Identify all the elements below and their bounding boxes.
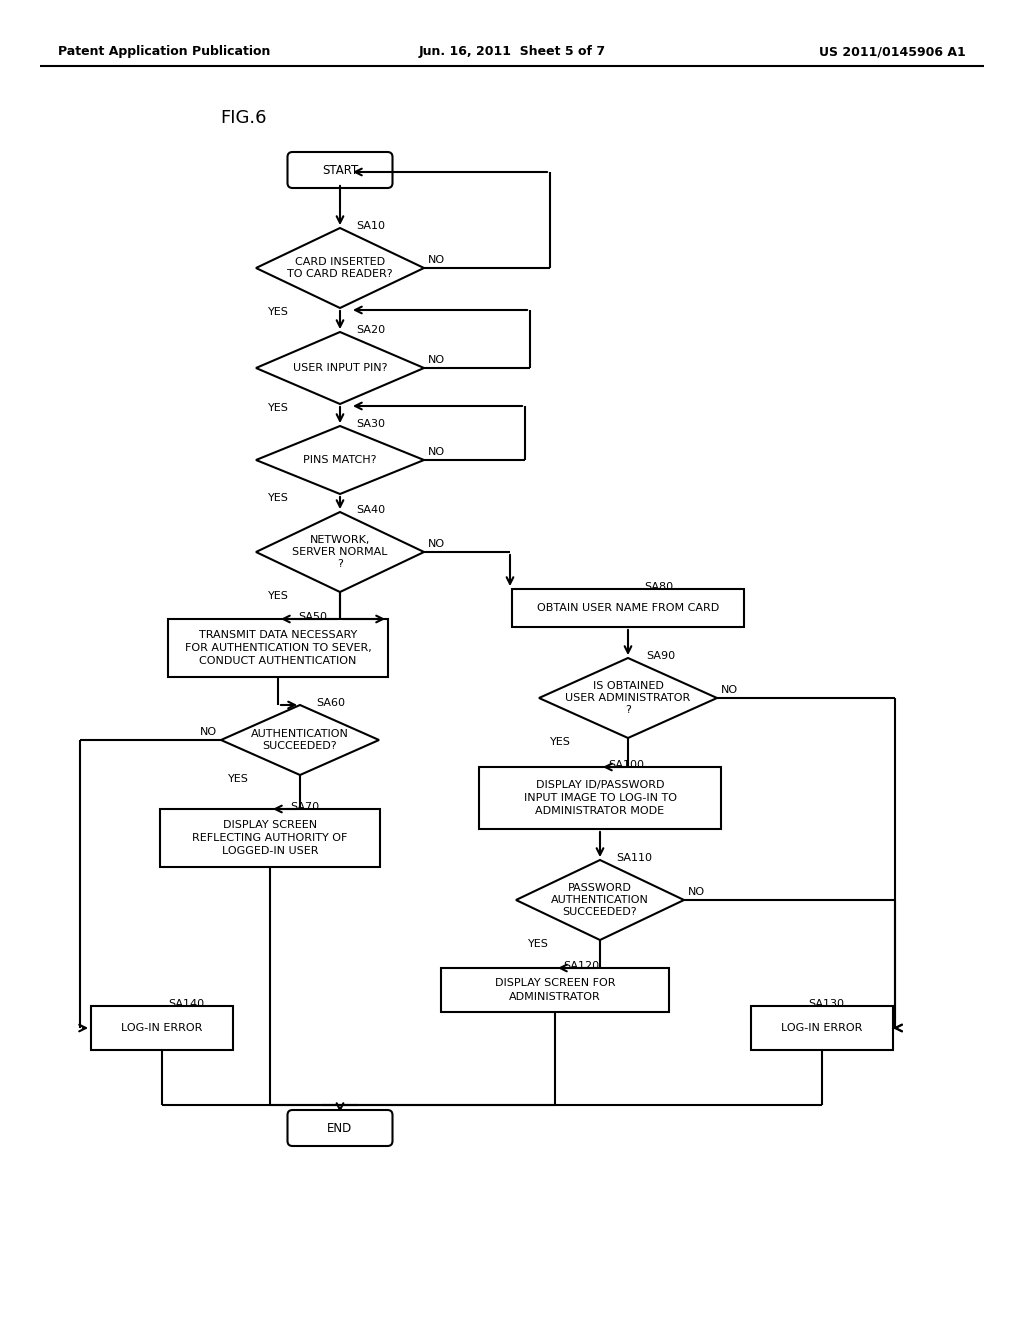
Text: SA110: SA110	[616, 853, 652, 863]
Text: YES: YES	[268, 403, 289, 413]
Bar	[91, 1006, 233, 1049]
Text: NETWORK,
SERVER NORMAL
?: NETWORK, SERVER NORMAL ?	[292, 535, 388, 569]
Text: YES: YES	[268, 492, 289, 503]
Text: SA30: SA30	[356, 418, 385, 429]
Polygon shape	[256, 512, 424, 591]
Bar	[512, 589, 744, 627]
Text: SA140: SA140	[168, 999, 204, 1008]
Bar	[441, 968, 669, 1012]
Text: AUTHENTICATION
SUCCEEDED?: AUTHENTICATION SUCCEEDED?	[251, 729, 349, 751]
Text: Jun. 16, 2011  Sheet 5 of 7: Jun. 16, 2011 Sheet 5 of 7	[419, 45, 605, 58]
Text: SA40: SA40	[356, 506, 385, 515]
Text: SA100: SA100	[608, 760, 644, 770]
Bar	[479, 767, 721, 829]
Text: TRANSMIT DATA NECESSARY
FOR AUTHENTICATION TO SEVER,
CONDUCT AUTHENTICATION: TRANSMIT DATA NECESSARY FOR AUTHENTICATI…	[184, 630, 372, 667]
Text: YES: YES	[228, 774, 249, 784]
Text: NO: NO	[428, 447, 445, 457]
Bar	[168, 619, 388, 677]
Text: DISPLAY SCREEN FOR
ADMINISTRATOR: DISPLAY SCREEN FOR ADMINISTRATOR	[495, 978, 615, 1002]
Text: NO: NO	[688, 887, 706, 898]
Text: SA120: SA120	[563, 961, 599, 972]
Bar	[751, 1006, 893, 1049]
Text: SA130: SA130	[808, 999, 844, 1008]
Text: CARD INSERTED
TO CARD READER?: CARD INSERTED TO CARD READER?	[287, 257, 393, 280]
Text: SA70: SA70	[290, 803, 319, 812]
Text: SA90: SA90	[646, 651, 675, 661]
Text: START: START	[322, 164, 358, 177]
Text: END: END	[328, 1122, 352, 1134]
Text: Patent Application Publication: Patent Application Publication	[58, 45, 270, 58]
Text: PASSWORD
AUTHENTICATION
SUCCEEDED?: PASSWORD AUTHENTICATION SUCCEEDED?	[551, 883, 649, 917]
Text: IS OBTAINED
USER ADMINISTRATOR
?: IS OBTAINED USER ADMINISTRATOR ?	[565, 681, 690, 715]
Polygon shape	[256, 426, 424, 494]
Polygon shape	[256, 333, 424, 404]
Text: USER INPUT PIN?: USER INPUT PIN?	[293, 363, 387, 374]
Bar	[160, 809, 380, 867]
Text: SA10: SA10	[356, 220, 385, 231]
Text: FIG.6: FIG.6	[220, 110, 266, 127]
FancyBboxPatch shape	[288, 1110, 392, 1146]
Text: OBTAIN USER NAME FROM CARD: OBTAIN USER NAME FROM CARD	[537, 603, 719, 612]
Text: LOG-IN ERROR: LOG-IN ERROR	[121, 1023, 203, 1034]
Text: YES: YES	[550, 737, 570, 747]
FancyBboxPatch shape	[288, 152, 392, 187]
Polygon shape	[539, 657, 717, 738]
Text: NO: NO	[721, 685, 738, 696]
Polygon shape	[516, 861, 684, 940]
Polygon shape	[221, 705, 379, 775]
Text: NO: NO	[200, 727, 217, 737]
Text: DISPLAY ID/PASSWORD
INPUT IMAGE TO LOG-IN TO
ADMINISTRATOR MODE: DISPLAY ID/PASSWORD INPUT IMAGE TO LOG-I…	[523, 780, 677, 816]
Text: PINS MATCH?: PINS MATCH?	[303, 455, 377, 465]
Text: US 2011/0145906 A1: US 2011/0145906 A1	[819, 45, 966, 58]
Text: SA80: SA80	[644, 582, 673, 591]
Text: YES: YES	[528, 939, 549, 949]
Text: DISPLAY SCREEN
REFLECTING AUTHORITY OF
LOGGED-IN USER: DISPLAY SCREEN REFLECTING AUTHORITY OF L…	[193, 820, 348, 857]
Text: NO: NO	[428, 539, 445, 549]
Text: YES: YES	[268, 591, 289, 601]
Text: YES: YES	[268, 308, 289, 317]
Text: SA20: SA20	[356, 325, 385, 335]
Text: SA50: SA50	[298, 612, 327, 622]
Text: SA60: SA60	[316, 698, 345, 708]
Text: NO: NO	[428, 355, 445, 366]
Text: NO: NO	[428, 255, 445, 265]
Polygon shape	[256, 228, 424, 308]
Text: LOG-IN ERROR: LOG-IN ERROR	[781, 1023, 862, 1034]
